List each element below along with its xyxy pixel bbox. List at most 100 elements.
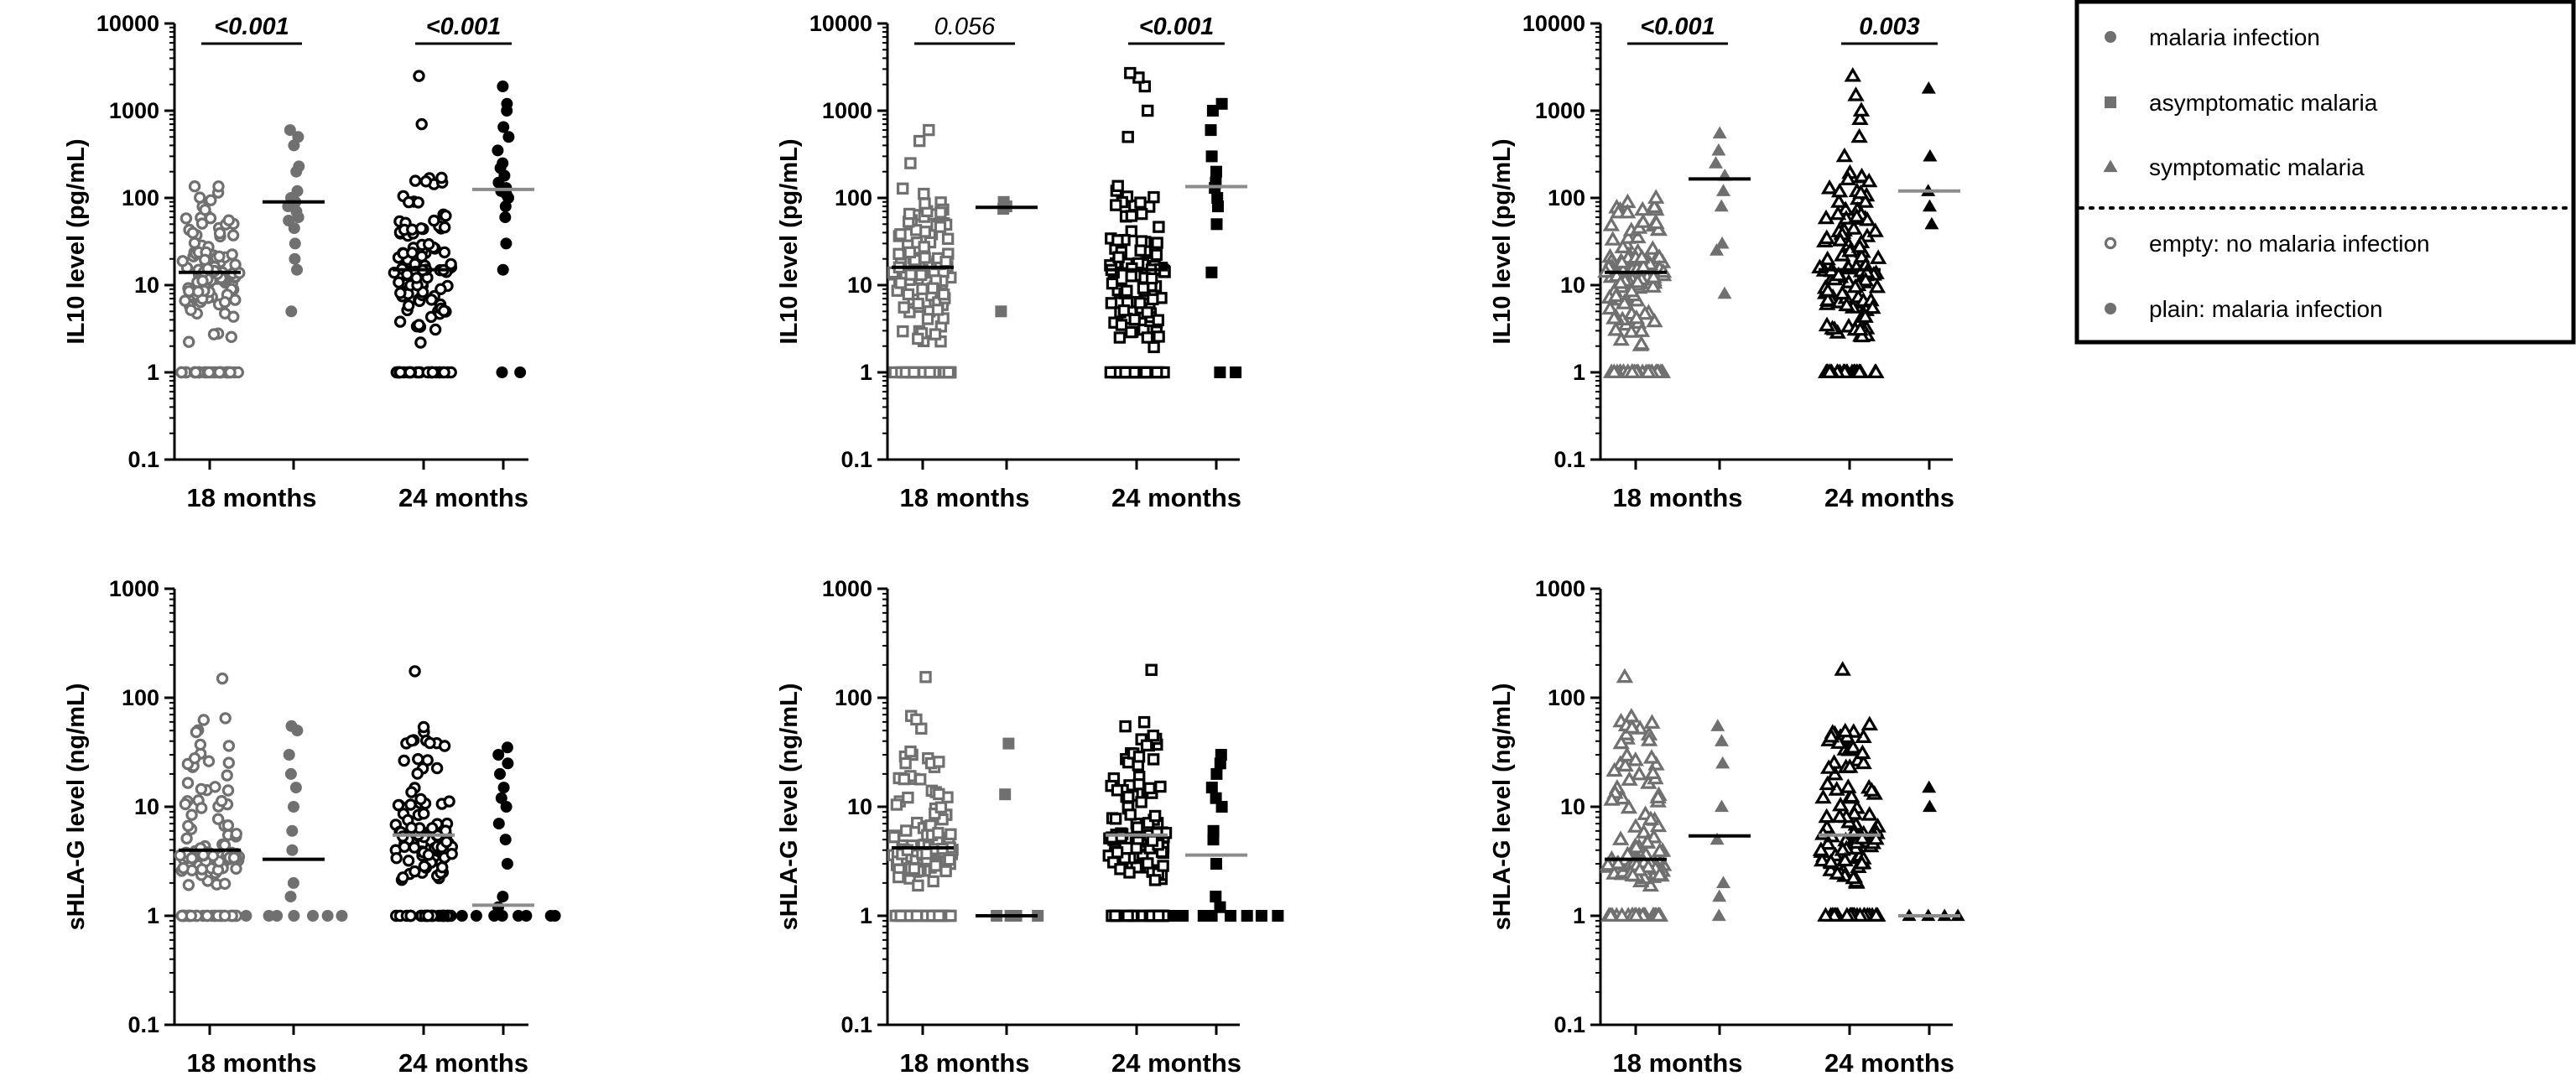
data-point bbox=[286, 824, 299, 837]
y-tick-label: 100 bbox=[122, 185, 159, 210]
data-point bbox=[520, 910, 533, 922]
data-point bbox=[1111, 234, 1124, 247]
data-point bbox=[1716, 184, 1730, 196]
data-point bbox=[1109, 813, 1122, 825]
data-point bbox=[492, 901, 504, 913]
data-point bbox=[213, 226, 226, 240]
data-point bbox=[939, 865, 952, 877]
data-point bbox=[494, 767, 506, 780]
data-point bbox=[499, 834, 512, 846]
data-point bbox=[501, 858, 513, 870]
data-point bbox=[908, 366, 920, 379]
data-point bbox=[194, 738, 207, 751]
y-tick-label: 10 bbox=[1560, 794, 1585, 819]
y-axis-title: IL10 level (pg/mL) bbox=[63, 139, 90, 345]
data-point bbox=[902, 288, 915, 301]
data-point bbox=[901, 844, 914, 856]
data-point bbox=[913, 773, 927, 786]
data-point bbox=[1646, 198, 1663, 213]
data-point bbox=[394, 366, 407, 379]
data-point bbox=[918, 241, 930, 253]
data-point bbox=[1131, 821, 1144, 834]
data-point bbox=[549, 910, 561, 922]
y-tick-label: 1000 bbox=[1535, 98, 1585, 123]
data-point bbox=[263, 910, 275, 922]
data-point bbox=[1639, 858, 1657, 873]
data-point bbox=[207, 328, 221, 340]
data-point bbox=[500, 237, 513, 250]
data-point bbox=[1612, 734, 1630, 750]
data-point bbox=[403, 366, 416, 379]
data-point bbox=[1709, 156, 1723, 169]
data-point bbox=[1853, 829, 1871, 845]
data-point bbox=[1119, 366, 1132, 379]
data-point bbox=[419, 175, 432, 188]
group-18m-no-malaria bbox=[887, 123, 957, 379]
data-point bbox=[1626, 751, 1644, 767]
data-point bbox=[1626, 818, 1645, 833]
data-point bbox=[1715, 236, 1730, 249]
data-point bbox=[1130, 842, 1142, 855]
data-point bbox=[1845, 739, 1862, 754]
data-point bbox=[1230, 366, 1242, 378]
data-point bbox=[1135, 207, 1148, 221]
legend-label: empty: no malaria infection bbox=[2149, 231, 2430, 257]
data-point bbox=[436, 860, 449, 874]
data-point bbox=[185, 304, 197, 316]
y-tick-label: 10000 bbox=[96, 11, 159, 36]
group-24m-symptomatic bbox=[1921, 81, 1939, 230]
data-point bbox=[291, 184, 304, 197]
data-point bbox=[218, 877, 232, 891]
y-tick-label: 0.1 bbox=[1553, 447, 1585, 472]
data-point bbox=[1214, 366, 1226, 378]
data-point bbox=[1111, 784, 1124, 797]
data-point bbox=[1607, 287, 1625, 303]
data-point bbox=[413, 70, 425, 82]
p-value-label: <0.001 bbox=[426, 13, 502, 40]
y-axis-title: sHLA-G level (ng/mL) bbox=[776, 683, 803, 931]
panel-il10-all: 0.1 1 10 100 1000 10000 IL10 level (pg/mL) 18 m… bbox=[63, 11, 534, 512]
panel-shlag-all: 0.1 1 10 100 1000 sHLA-G level (ng/mL) 18 mont… bbox=[63, 576, 561, 1078]
data-point bbox=[288, 910, 300, 922]
data-point bbox=[409, 865, 421, 878]
data-point bbox=[1146, 834, 1159, 847]
y-tick-label: 0.1 bbox=[127, 1012, 159, 1037]
data-point bbox=[1838, 907, 1856, 922]
data-point bbox=[417, 720, 430, 734]
data-point bbox=[174, 849, 186, 862]
data-point bbox=[1863, 782, 1881, 797]
data-point bbox=[193, 191, 206, 204]
data-point bbox=[418, 860, 430, 873]
data-point bbox=[896, 182, 909, 195]
data-point bbox=[188, 179, 201, 193]
data-point bbox=[1602, 907, 1620, 922]
data-point bbox=[1255, 910, 1267, 922]
data-point bbox=[903, 207, 916, 221]
data-point bbox=[1924, 216, 1939, 230]
data-point bbox=[1158, 265, 1171, 278]
data-point bbox=[1599, 855, 1617, 871]
data-point bbox=[1205, 124, 1217, 137]
group-24m-no-malaria bbox=[389, 665, 459, 922]
data-point bbox=[227, 851, 241, 865]
legend-label: malaria infection bbox=[2149, 24, 2320, 50]
y-tick-label: 10 bbox=[847, 794, 872, 819]
data-point bbox=[941, 232, 955, 246]
data-point bbox=[920, 847, 933, 860]
data-point bbox=[1710, 243, 1724, 256]
data-point bbox=[492, 818, 505, 830]
y-tick-label: 100 bbox=[835, 685, 872, 710]
data-point bbox=[1605, 761, 1623, 777]
x-category-label: 18 months bbox=[186, 483, 316, 512]
data-point bbox=[1640, 731, 1658, 746]
data-point bbox=[918, 187, 930, 200]
data-point bbox=[1145, 272, 1158, 285]
data-point bbox=[912, 879, 924, 892]
data-point bbox=[501, 97, 513, 110]
x-category-label: 18 months bbox=[1612, 483, 1742, 512]
data-point bbox=[211, 813, 225, 825]
data-point bbox=[179, 798, 192, 811]
data-point bbox=[1715, 734, 1729, 746]
data-point bbox=[1143, 782, 1156, 795]
